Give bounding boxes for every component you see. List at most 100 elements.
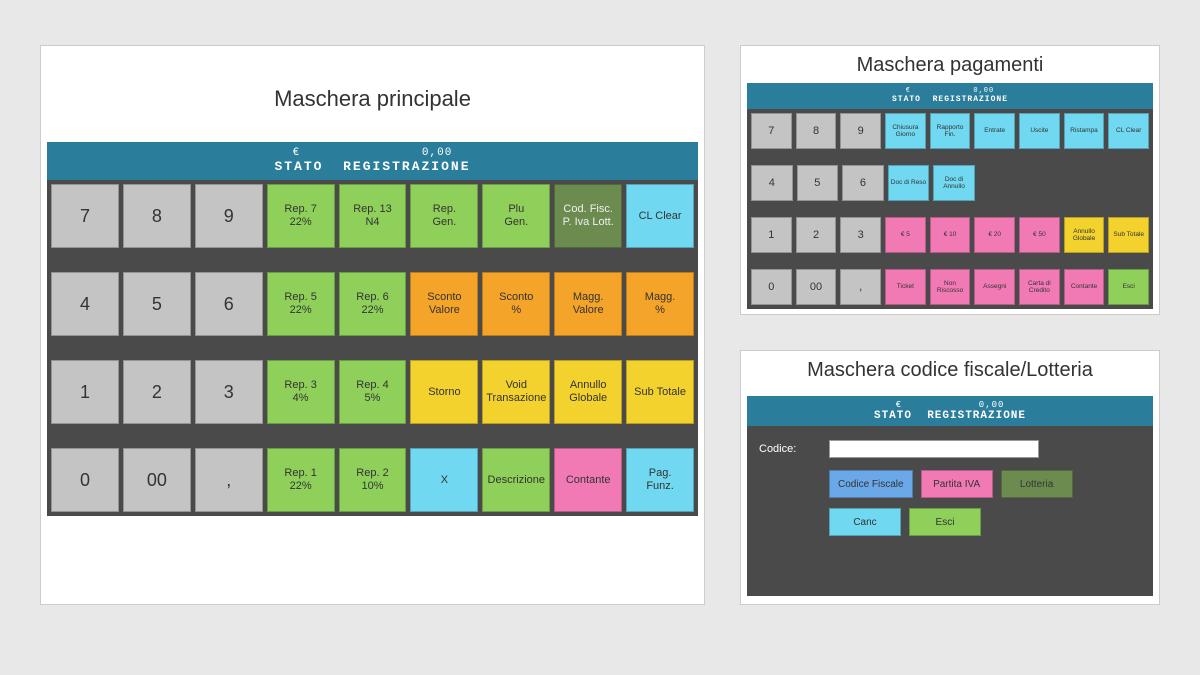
keypad-9[interactable]: 9 [840, 113, 881, 149]
btn-rep-13[interactable]: Rep. 13N4 [339, 184, 407, 248]
codice-body: Codice: Codice Fiscale Partita IVA Lotteri… [747, 426, 1153, 596]
header-bar-codice: € 0,00 STATO REGISTRAZIONE [747, 396, 1153, 426]
btn-entrate[interactable]: Entrate [974, 113, 1015, 149]
btn-sub-totale[interactable]: Sub Totale [626, 360, 694, 424]
btn-rapporto-fin-[interactable]: Rapporto Fin. [930, 113, 971, 149]
btn-canc[interactable]: Canc [829, 508, 901, 536]
keypad-0[interactable]: 0 [51, 448, 119, 512]
keypad-8[interactable]: 8 [123, 184, 191, 248]
keypad-5[interactable]: 5 [123, 272, 191, 336]
codice-input[interactable] [829, 440, 1039, 458]
btn-magg-[interactable]: Magg.Valore [554, 272, 622, 336]
btn-descrizione[interactable]: Descrizione [482, 448, 550, 512]
btn-partita-iva[interactable]: Partita IVA [921, 470, 993, 498]
btn-magg-[interactable]: Magg.% [626, 272, 694, 336]
btn--50[interactable]: € 50 [1019, 217, 1060, 253]
grid-row: 000,Rep. 122%Rep. 210%XDescrizioneContan… [47, 444, 698, 512]
btn-lotteria[interactable]: Lotteria [1001, 470, 1073, 498]
btn-rep-1[interactable]: Rep. 122% [267, 448, 335, 512]
keypad-4[interactable]: 4 [51, 272, 119, 336]
btn-contante[interactable]: Contante [554, 448, 622, 512]
keypad-5[interactable]: 5 [797, 165, 839, 201]
grid-row: 123€ 5€ 10€ 20€ 50Annullo GlobaleSub Tot… [747, 213, 1153, 253]
btn-contante[interactable]: Contante [1064, 269, 1105, 305]
header-bar-main: € 0,00 STATO REGISTRAZIONE [47, 142, 698, 180]
keypad-,[interactable]: , [195, 448, 263, 512]
panel-main-title: Maschera principale [41, 86, 704, 112]
keypad-2[interactable]: 2 [123, 360, 191, 424]
btn-chiusura-giorno[interactable]: Chiusura Giorno [885, 113, 926, 149]
keypad-2[interactable]: 2 [796, 217, 837, 253]
header-bar-pagam: € 0,00 STATO REGISTRAZIONE [747, 83, 1153, 109]
keypad-1[interactable]: 1 [51, 360, 119, 424]
grid-row: 456Rep. 522%Rep. 622%ScontoValoreSconto%… [47, 268, 698, 336]
keypad-,[interactable]: , [840, 269, 881, 305]
keypad-9[interactable]: 9 [195, 184, 263, 248]
panel-pagamenti-title: Maschera pagamenti [741, 54, 1159, 77]
btn-rep-4[interactable]: Rep. 45% [339, 360, 407, 424]
keypad-6[interactable]: 6 [195, 272, 263, 336]
keypad-1[interactable]: 1 [751, 217, 792, 253]
btn-esci[interactable]: Esci [1108, 269, 1149, 305]
btn-rep-3[interactable]: Rep. 34% [267, 360, 335, 424]
cell-empty [1022, 165, 1062, 201]
btn--10[interactable]: € 10 [930, 217, 971, 253]
btn-rep-2[interactable]: Rep. 210% [339, 448, 407, 512]
btn-uscite[interactable]: Uscite [1019, 113, 1060, 149]
keypad-00[interactable]: 00 [123, 448, 191, 512]
btn-cl-clear[interactable]: CL Clear [626, 184, 694, 248]
btn-cod-fisc-[interactable]: Cod. Fisc.P. Iva Lott. [554, 184, 622, 248]
btn-annullo-globale[interactable]: Annullo Globale [1064, 217, 1105, 253]
keypad-7[interactable]: 7 [751, 113, 792, 149]
btn--20[interactable]: € 20 [974, 217, 1015, 253]
btn-doc-di-annullo[interactable]: Doc di Annullo [933, 165, 975, 201]
btn-sconto[interactable]: ScontoValore [410, 272, 478, 336]
cell-empty [979, 165, 1019, 201]
btn-pag-[interactable]: Pag.Funz. [626, 448, 694, 512]
btn-storno[interactable]: Storno [410, 360, 478, 424]
btn-x[interactable]: X [410, 448, 478, 512]
btn-sub-totale[interactable]: Sub Totale [1108, 217, 1149, 253]
codice-label: Codice: [759, 443, 819, 455]
keypad-3[interactable]: 3 [195, 360, 263, 424]
grid-row: 123Rep. 34%Rep. 45%StornoVoid Transazion… [47, 356, 698, 424]
cell-empty [1110, 165, 1150, 201]
btn-ticket[interactable]: Ticket [885, 269, 926, 305]
btn-codice-fiscale[interactable]: Codice Fiscale [829, 470, 913, 498]
cell-empty [1066, 165, 1106, 201]
keypad-7[interactable]: 7 [51, 184, 119, 248]
header-line2: STATO REGISTRAZIONE [47, 160, 698, 175]
btn-cl-clear[interactable]: CL Clear [1108, 113, 1149, 149]
btn-rep-5[interactable]: Rep. 522% [267, 272, 335, 336]
btn-assegni[interactable]: Assegni [974, 269, 1015, 305]
keypad-4[interactable]: 4 [751, 165, 793, 201]
grid-row: 789Chiusura GiornoRapporto Fin.EntrateUs… [747, 109, 1153, 149]
btn-non-riscosso[interactable]: Non Riscosso [930, 269, 971, 305]
btn-esci[interactable]: Esci [909, 508, 981, 536]
btn-rep-7[interactable]: Rep. 722% [267, 184, 335, 248]
btn-annullo-globale[interactable]: Annullo Globale [554, 360, 622, 424]
btn-carta-di-credito[interactable]: Carta di Credito [1019, 269, 1060, 305]
keypad-8[interactable]: 8 [796, 113, 837, 149]
keypad-0[interactable]: 0 [751, 269, 792, 305]
btn-plu[interactable]: PluGen. [482, 184, 550, 248]
btn-void-transazione[interactable]: Void Transazione [482, 360, 550, 424]
btn-sconto[interactable]: Sconto% [482, 272, 550, 336]
grid-row: 456Doc di ResoDoc di Annullo [747, 161, 1153, 201]
panel-pagamenti: Maschera pagamenti € 0,00 STATO REGISTRA… [740, 45, 1160, 315]
btn-doc-di-reso[interactable]: Doc di Reso [888, 165, 930, 201]
grid-row: 000,TicketNon RiscossoAssegniCarta di Cr… [747, 265, 1153, 305]
btn-rep-[interactable]: Rep.Gen. [410, 184, 478, 248]
btn--5[interactable]: € 5 [885, 217, 926, 253]
keypad-00[interactable]: 00 [796, 269, 837, 305]
btn-rep-6[interactable]: Rep. 622% [339, 272, 407, 336]
grid-pagam: 789Chiusura GiornoRapporto Fin.EntrateUs… [747, 109, 1153, 309]
grid-row: 789Rep. 722%Rep. 13N4Rep.Gen.PluGen.Cod.… [47, 180, 698, 248]
panel-codice: Maschera codice fiscale/Lotteria € 0,00 … [740, 350, 1160, 605]
btn-ristampa[interactable]: Ristampa [1064, 113, 1105, 149]
keypad-3[interactable]: 3 [840, 217, 881, 253]
grid-main: 789Rep. 722%Rep. 13N4Rep.Gen.PluGen.Cod.… [47, 180, 698, 516]
keypad-6[interactable]: 6 [842, 165, 884, 201]
panel-codice-title: Maschera codice fiscale/Lotteria [741, 359, 1159, 382]
panel-main: Maschera principale € 0,00 STATO REGISTR… [40, 45, 705, 605]
